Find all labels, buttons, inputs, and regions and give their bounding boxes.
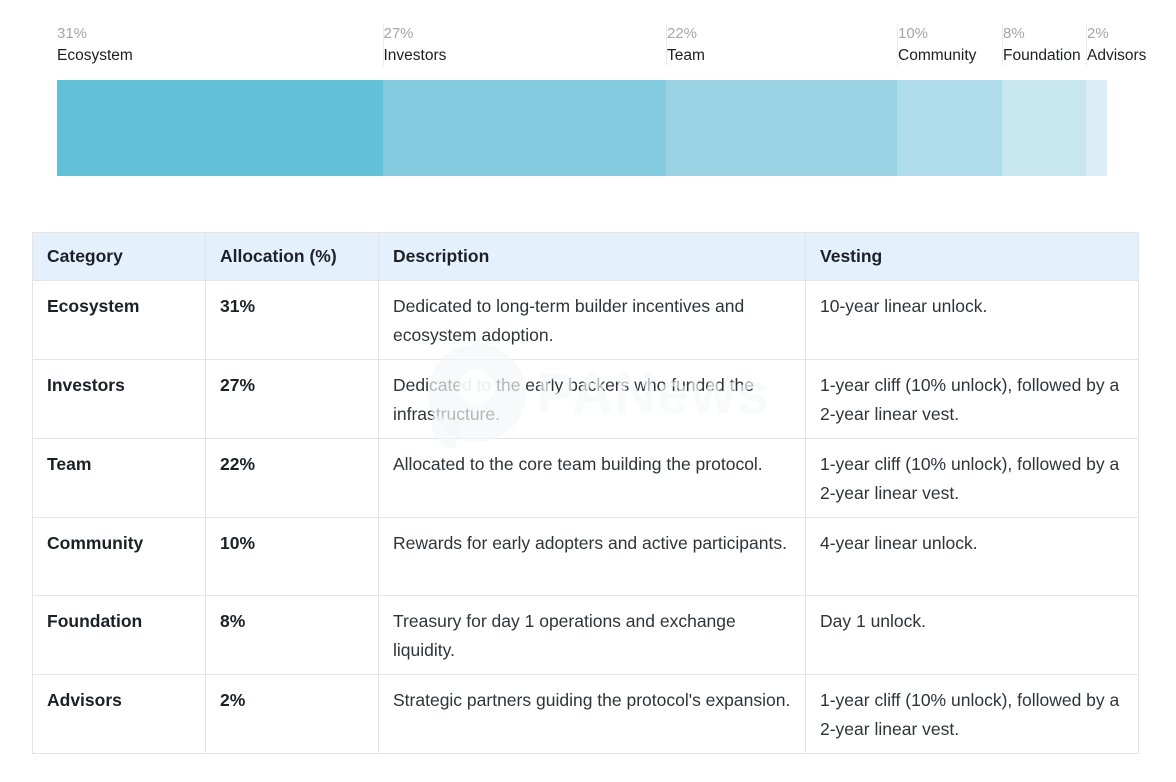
cell-category: Community (32, 517, 206, 596)
segment-pct-investors: 27% (383, 25, 414, 42)
table-row-ecosystem: Ecosystem 31% Dedicated to long-term build… (32, 280, 1139, 360)
cell-allocation: 8% (205, 595, 379, 675)
segment-pct-community: 10% (898, 25, 929, 42)
allocation-stacked-bar (57, 80, 1107, 176)
cell-category: Investors (32, 359, 206, 439)
column-header-description: Description (378, 232, 806, 281)
segment-name-investors: Investors (383, 47, 447, 64)
table-row-investors: Investors 27% Dedicated to the early backe… (32, 359, 1139, 439)
segment-name-ecosystem: Ecosystem (57, 47, 133, 64)
bar-segment-investors (382, 80, 666, 176)
table-row-foundation: Foundation 8% Treasury for day 1 operation… (32, 595, 1139, 675)
segment-label-advisors: 2% Advisors (1086, 24, 1147, 66)
segment-label-community: 10% Community (897, 24, 1002, 66)
cell-description: Dedicated to long-term builder incentive… (378, 280, 806, 360)
cell-description: Dedicated to the early backers who funde… (378, 359, 806, 439)
cell-description: Allocated to the core team building the … (378, 438, 806, 518)
segment-pct-team: 22% (667, 25, 698, 42)
segment-name-foundation: Foundation (1003, 47, 1081, 64)
segment-name-team: Team (667, 47, 705, 64)
cell-allocation: 31% (205, 280, 379, 360)
segment-pct-foundation: 8% (1003, 25, 1025, 42)
token-allocation-chart: 31% Ecosystem 27% Investors 22% Team 10% Commun… (57, 24, 1147, 176)
cell-description: Strategic partners guiding the protocol'… (378, 674, 806, 754)
cell-category: Advisors (32, 674, 206, 754)
cell-allocation: 27% (205, 359, 379, 439)
segment-pct-advisors: 2% (1087, 25, 1109, 42)
allocation-table: Category Allocation (%) Description Vesting… (32, 232, 1139, 754)
column-header-allocation: Allocation (%) (205, 232, 379, 281)
bar-segment-community (897, 80, 1002, 176)
cell-category: Team (32, 438, 206, 518)
segment-label-team: 22% Team (666, 24, 897, 66)
cell-allocation: 22% (205, 438, 379, 518)
cell-vesting: Day 1 unlock. (805, 595, 1139, 675)
bar-segment-advisors (1086, 80, 1107, 176)
cell-vesting: 1-year cliff (10% unlock), followed by a… (805, 674, 1139, 754)
bar-segment-ecosystem (57, 80, 383, 176)
cell-description: Treasury for day 1 operations and exchan… (378, 595, 806, 675)
segment-label-investors: 27% Investors (382, 24, 667, 66)
bar-segment-team (666, 80, 897, 176)
allocation-table-body: Ecosystem 31% Dedicated to long-term build… (32, 280, 1139, 754)
segment-name-advisors: Advisors (1087, 47, 1147, 64)
allocation-table-wrap: Category Allocation (%) Description Vesting… (32, 232, 1139, 754)
chart-labels-row: 31% Ecosystem 27% Investors 22% Team 10% Commun… (57, 24, 1147, 66)
bar-segment-foundation (1002, 80, 1086, 176)
segment-pct-ecosystem: 31% (57, 25, 88, 42)
table-row-advisors: Advisors 2% Strategic partners guiding the… (32, 674, 1139, 754)
column-header-category: Category (32, 232, 206, 281)
cell-category: Ecosystem (32, 280, 206, 360)
cell-vesting: 4-year linear unlock. (805, 517, 1139, 596)
segment-name-community: Community (898, 47, 977, 64)
table-row-team: Team 22% Allocated to the core team buildi… (32, 438, 1139, 518)
column-header-vesting: Vesting (805, 232, 1139, 281)
segment-label-foundation: 8% Foundation (1002, 24, 1086, 66)
cell-vesting: 1-year cliff (10% unlock), followed by a… (805, 438, 1139, 518)
cell-vesting: 10-year linear unlock. (805, 280, 1139, 360)
table-row-community: Community 10% Rewards for early adopters a… (32, 517, 1139, 596)
cell-category: Foundation (32, 595, 206, 675)
table-header-row: Category Allocation (%) Description Vesting (32, 232, 1139, 281)
cell-allocation: 10% (205, 517, 379, 596)
cell-vesting: 1-year cliff (10% unlock), followed by a… (805, 359, 1139, 439)
cell-allocation: 2% (205, 674, 379, 754)
cell-description: Rewards for early adopters and active pa… (378, 517, 806, 596)
segment-label-ecosystem: 31% Ecosystem (57, 24, 383, 66)
